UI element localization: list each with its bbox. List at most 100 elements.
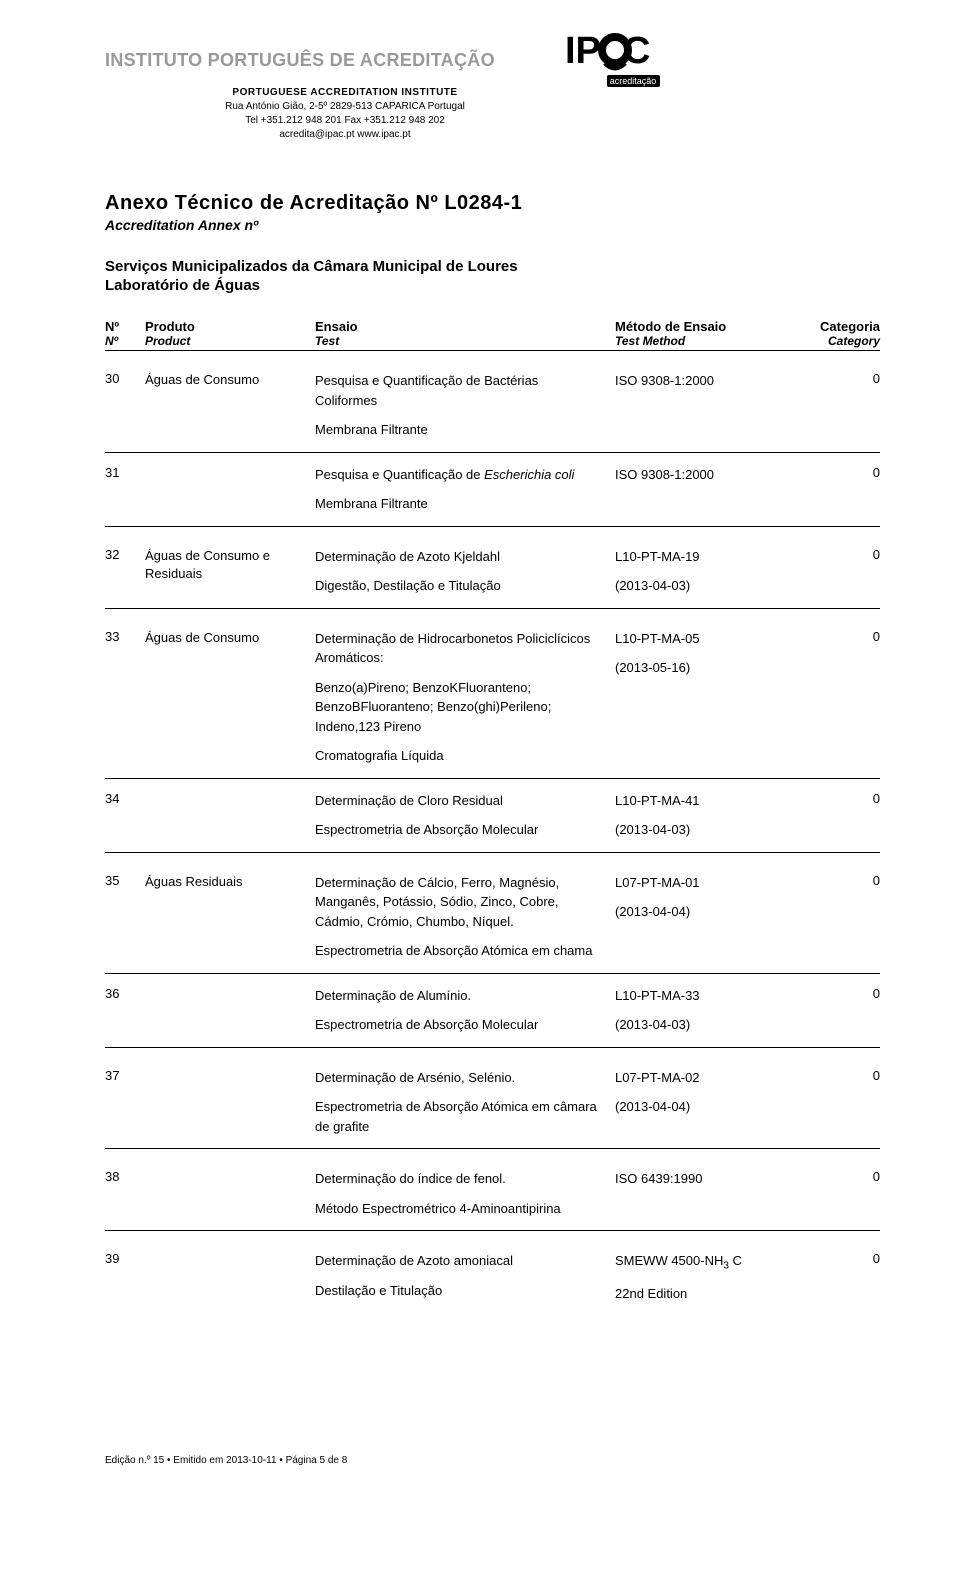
row-num: 33 — [105, 629, 145, 644]
table-row: 35 Águas Residuais Determinação de Cálci… — [105, 873, 880, 961]
entity-name: Serviços Municipalizados da Câmara Munic… — [105, 258, 880, 275]
table-row: 39 Determinação de Azoto amoniacal Desti… — [105, 1251, 880, 1303]
row-num: 32 — [105, 547, 145, 562]
row-test-sub: Espectrometria de Absorção Atómica em câ… — [315, 1097, 600, 1136]
row-test-sub: Espectrometria de Absorção Molecular — [315, 820, 600, 840]
th-p1: Produto — [145, 319, 315, 334]
row-cat: 0 — [785, 465, 880, 480]
header: INSTITUTO PORTUGUÊS DE ACREDITAÇÃO IP C … — [105, 50, 880, 142]
row-num: 39 — [105, 1251, 145, 1266]
row-num: 38 — [105, 1169, 145, 1184]
row-method-date: (2013-04-04) — [615, 1097, 785, 1117]
separator: 31 Pesquisa e Quantificação de Escherich… — [105, 452, 880, 514]
th-e2: Test — [315, 334, 615, 348]
row-method: L07-PT-MA-02 — [615, 1068, 785, 1088]
row-product: Águas de Consumo — [145, 371, 315, 389]
row-num: 30 — [105, 371, 145, 386]
table-row: 33 Águas de Consumo Determinação de Hidr… — [105, 629, 880, 766]
row-test: Pesquisa e Quantificação de Bactérias Co… — [315, 371, 600, 410]
table-row: 34 Determinação de Cloro Residual Espect… — [105, 791, 880, 840]
row-num: 35 — [105, 873, 145, 888]
row-num: 37 — [105, 1068, 145, 1083]
row-method-date: 22nd Edition — [615, 1284, 785, 1304]
table-row: 31 Pesquisa e Quantificação de Escherich… — [105, 465, 880, 514]
row-cat: 0 — [785, 1251, 880, 1266]
th-m1: Método de Ensaio — [615, 319, 785, 334]
row-method: L10-PT-MA-33 — [615, 986, 785, 1006]
address-title: PORTUGUESE ACCREDITATION INSTITUTE — [215, 86, 475, 100]
row-test: Determinação de Azoto amoniacal — [315, 1251, 600, 1271]
row-test: Determinação de Cloro Residual — [315, 791, 600, 811]
row-method-date: (2013-04-03) — [615, 576, 785, 596]
row-test: Determinação do índice de fenol. — [315, 1169, 600, 1189]
row-test-sub: Membrana Filtrante — [315, 420, 600, 440]
logo: IP C acreditação — [565, 25, 660, 98]
row-test: Pesquisa e Quantificação de Escherichia … — [315, 465, 600, 485]
group-32: 32 Águas de Consumo e Residuais Determin… — [105, 547, 880, 609]
row-cat: 0 — [785, 547, 880, 562]
row-test-sub: Destilação e Titulação — [315, 1281, 600, 1301]
row-method: L10-PT-MA-19 — [615, 547, 785, 567]
row-cat: 0 — [785, 1068, 880, 1083]
row-product: Águas Residuais — [145, 873, 315, 891]
row-method: L10-PT-MA-41 — [615, 791, 785, 811]
table-row: 38 Determinação do índice de fenol. Méto… — [105, 1169, 880, 1218]
svg-text:acreditação: acreditação — [610, 76, 657, 86]
row-num: 31 — [105, 465, 145, 480]
address-line-1: Rua António Gião, 2-5º 2829-513 CAPARICA… — [215, 100, 475, 114]
row-cat: 0 — [785, 629, 880, 644]
row-test-sub: Benzo(a)Pireno; BenzoKFluoranteno; Benzo… — [315, 678, 600, 737]
address-block: PORTUGUESE ACCREDITATION INSTITUTE Rua A… — [215, 86, 475, 142]
page-footer: Edição n.º 15 • Emitido em 2013-10-11 • … — [105, 1455, 880, 1466]
th-p2: Product — [145, 334, 315, 348]
row-method: ISO 9308-1:2000 — [615, 371, 785, 391]
row-test-sub: Espectrometria de Absorção Atómica em ch… — [315, 941, 600, 961]
table-row: 32 Águas de Consumo e Residuais Determin… — [105, 547, 880, 596]
row-test: Determinação de Alumínio. — [315, 986, 600, 1006]
th-c1: Categoria — [785, 319, 880, 334]
row-cat: 0 — [785, 986, 880, 1001]
row-method-date: (2013-04-03) — [615, 1015, 785, 1035]
separator: 36 Determinação de Alumínio. Espectromet… — [105, 973, 880, 1035]
row-method: ISO 9308-1:2000 — [615, 465, 785, 485]
row-method-date: (2013-05-16) — [615, 658, 785, 678]
row-test: Determinação de Azoto Kjeldahl — [315, 547, 600, 567]
row-test: Determinação de Cálcio, Ferro, Magnésio,… — [315, 873, 600, 932]
row-product: Águas de Consumo e Residuais — [145, 547, 315, 583]
th-m2: Test Method — [615, 334, 785, 348]
group-35-36: 35 Águas Residuais Determinação de Cálci… — [105, 873, 880, 1048]
svg-text:IP: IP — [565, 30, 601, 72]
row-test-sub: Digestão, Destilação e Titulação — [315, 576, 600, 596]
group-39: 39 Determinação de Azoto amoniacal Desti… — [105, 1251, 880, 1315]
row-cat: 0 — [785, 873, 880, 888]
row-product: Águas de Consumo — [145, 629, 315, 647]
row-num: 34 — [105, 791, 145, 806]
th-e1: Ensaio — [315, 319, 615, 334]
row-test: Determinação de Hidrocarbonetos Policicl… — [315, 629, 600, 668]
table-row: 37 Determinação de Arsénio, Selénio. Esp… — [105, 1068, 880, 1137]
institute-name: INSTITUTO PORTUGUÊS DE ACREDITAÇÃO — [105, 50, 495, 70]
row-cat: 0 — [785, 1169, 880, 1184]
entity-sub: Laboratório de Águas — [105, 277, 880, 294]
th-n1: Nº — [105, 319, 145, 334]
row-test: Determinação de Arsénio, Selénio. — [315, 1068, 600, 1088]
table-row: 30 Águas de Consumo Pesquisa e Quantific… — [105, 371, 880, 440]
row-cat: 0 — [785, 371, 880, 386]
address-line-2: Tel +351.212 948 201 Fax +351.212 948 20… — [215, 114, 475, 128]
row-method: ISO 6439:1990 — [615, 1169, 785, 1189]
row-test-sub: Membrana Filtrante — [315, 494, 600, 514]
row-method: L10-PT-MA-05 — [615, 629, 785, 649]
separator: 34 Determinação de Cloro Residual Espect… — [105, 778, 880, 840]
th-c2: Category — [785, 334, 880, 348]
row-test-sub: Método Espectrométrico 4-Aminoantipirina — [315, 1199, 600, 1219]
address-line-3: acredita@ipac.pt www.ipac.pt — [215, 128, 475, 142]
row-test-sub: Espectrometria de Absorção Molecular — [315, 1015, 600, 1035]
table-row: 36 Determinação de Alumínio. Espectromet… — [105, 986, 880, 1035]
row-cat: 0 — [785, 791, 880, 806]
document-title: Anexo Técnico de Acreditação Nº L0284-1 — [105, 192, 880, 215]
table-header: NºNº ProdutoProduct EnsaioTest Método de… — [105, 319, 880, 351]
row-num: 36 — [105, 986, 145, 1001]
group-37: 37 Determinação de Arsénio, Selénio. Esp… — [105, 1068, 880, 1150]
row-method: SMEWW 4500-NH3 C — [615, 1251, 785, 1274]
row-method-date: (2013-04-03) — [615, 820, 785, 840]
